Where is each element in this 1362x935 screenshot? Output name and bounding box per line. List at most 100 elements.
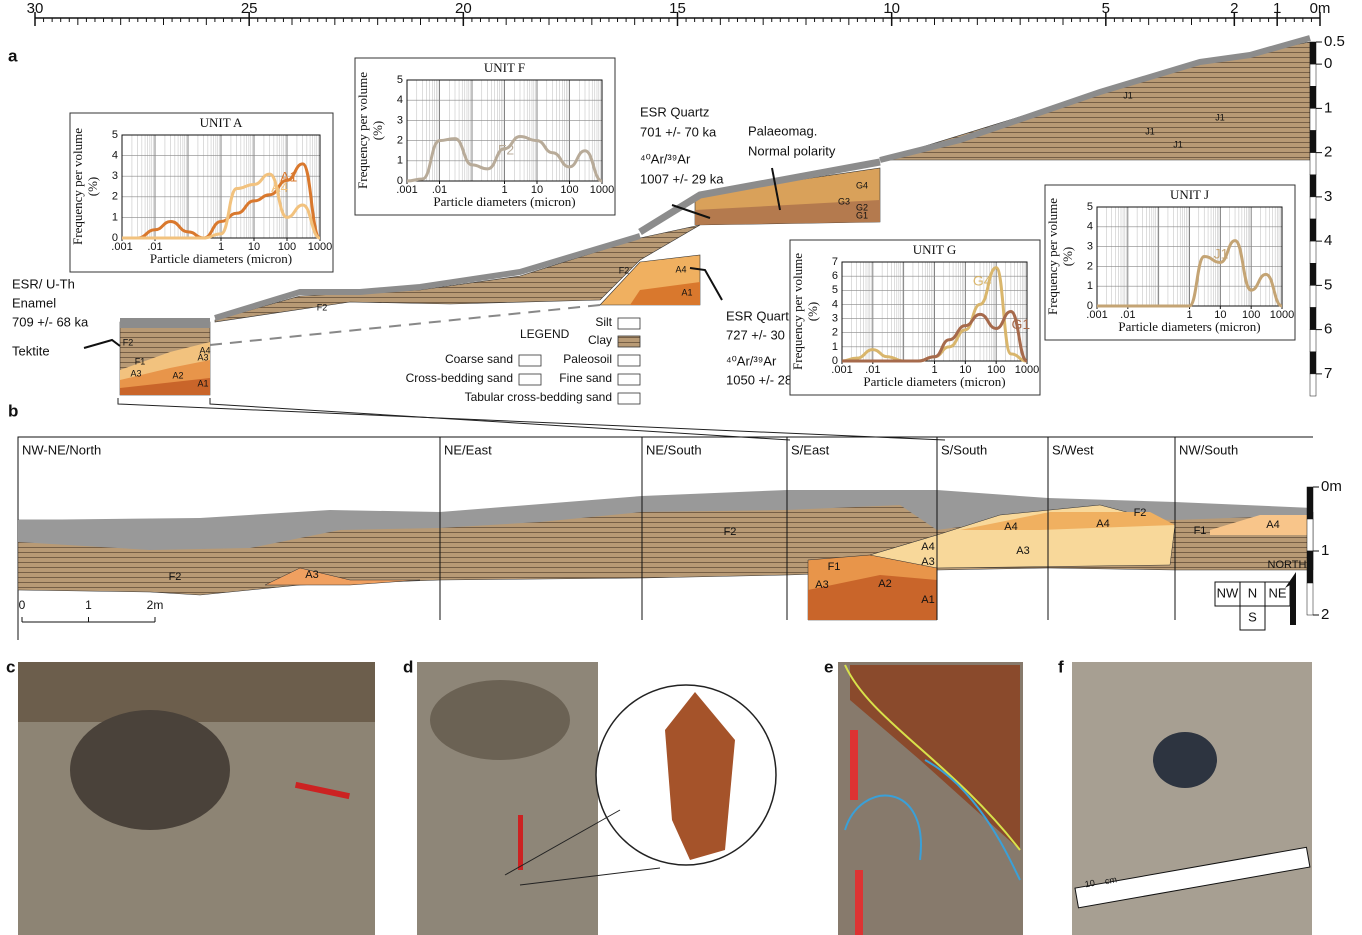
plot-frame	[406, 79, 603, 182]
panel-label: b	[8, 401, 18, 420]
depth-bar	[1309, 351, 1317, 375]
y-tick-label: 3	[397, 114, 403, 126]
x-axis-label: Particle diameters (micron)	[150, 251, 292, 266]
y-axis-label: Frequency per volume	[70, 128, 85, 245]
y-tick-label: 0	[397, 175, 403, 187]
north-arrow	[1285, 572, 1296, 625]
dating: Normal polarity	[748, 143, 836, 158]
chart-title: UNIT F	[484, 60, 525, 75]
dating: ESR/ U-Th	[12, 276, 75, 291]
x-tick-label: .001	[1086, 309, 1107, 321]
depth-bar	[1309, 285, 1317, 308]
compass-label: NE	[1268, 585, 1286, 600]
tick-label: 2	[1324, 144, 1332, 161]
y-tick-label: 5	[832, 284, 838, 296]
layer-label: A4	[1266, 519, 1279, 531]
depth-bar	[1309, 130, 1317, 153]
tick-label: 10	[883, 0, 900, 17]
y-tick-label: 3	[1087, 241, 1093, 253]
y-tick-label: 0	[112, 232, 118, 244]
y-axis-label: Frequency per volume	[355, 72, 370, 189]
y-axis-label: (%)	[85, 177, 100, 197]
dating: 709 +/- 68 ka	[12, 314, 89, 329]
tick-label: 5	[1324, 276, 1332, 293]
x-tick-label: .01	[1120, 309, 1135, 321]
layer-label: A3	[1016, 545, 1029, 557]
x-tick-label: .01	[865, 364, 880, 376]
layer-label: G2	[856, 202, 868, 212]
series-label: G4	[973, 272, 992, 288]
legend-item: Coarse sand	[445, 352, 513, 366]
y-tick-label: 3	[832, 312, 838, 324]
y-tick-label: 2	[1087, 260, 1093, 272]
layer-label: G3	[838, 196, 850, 206]
tick-label: 1	[1273, 0, 1281, 17]
x-tick-label: 1000	[1015, 364, 1039, 376]
y-tick-label: 1	[397, 155, 403, 167]
y-tick-label: 0	[1087, 300, 1093, 312]
dating: ⁴⁰Ar/³⁹Ar	[640, 151, 691, 166]
legend-texts: LEGEND Silt Clay Coarse sand Paleosoil C…	[406, 315, 613, 404]
depth-bar	[1306, 582, 1314, 616]
chart-title: UNIT J	[1170, 187, 1209, 202]
y-tick-label: 4	[397, 94, 403, 106]
legend-item: Fine sand	[559, 371, 612, 385]
layer-label: J1	[1173, 139, 1183, 149]
section-a	[83, 35, 1311, 441]
tick-label: 2	[1230, 0, 1238, 17]
tick-label: 30	[27, 0, 44, 17]
y-tick-label: 2	[832, 327, 838, 339]
panel-label: e	[824, 657, 833, 676]
x-tick-label: 10	[248, 241, 260, 253]
y-tick-label: 4	[832, 298, 838, 310]
x-tick-label: 1000	[590, 184, 614, 196]
y-tick-label: 3	[112, 170, 118, 182]
dating: 727 +/- 30 ka	[726, 327, 803, 342]
compass-north: NORTH	[1268, 559, 1307, 571]
tick-label: 0	[1324, 55, 1332, 72]
panel-label: d	[403, 657, 413, 676]
chart-frame	[69, 112, 334, 273]
layer-label: G4	[856, 180, 868, 190]
series-line	[842, 309, 1028, 363]
tick-label: 0m	[1310, 0, 1331, 17]
depth-bar	[1309, 240, 1317, 264]
compass-label: N	[1248, 585, 1257, 600]
depth-bar	[1309, 218, 1317, 242]
x-tick-label: 10	[1214, 309, 1226, 321]
y-axis-label: (%)	[370, 121, 385, 141]
section-label: NW-NE/North	[22, 442, 101, 457]
compass-label: NW	[1217, 585, 1239, 600]
depth-bar	[1309, 329, 1317, 352]
tick-label: 2m	[147, 598, 164, 612]
layer-label: A1	[681, 287, 692, 297]
layer-label: J1	[1145, 126, 1155, 136]
y-tick-label: 1	[832, 341, 838, 353]
x-tick-label: 10	[959, 364, 971, 376]
depth-bar	[1309, 307, 1317, 330]
legend-item: Tabular cross-bedding sand	[465, 390, 612, 404]
scale-number: 10	[1084, 878, 1096, 890]
section-label: NE/East	[444, 442, 492, 457]
tick-label: 1	[1324, 99, 1332, 116]
y-tick-label: 4	[1087, 221, 1093, 233]
tick-label: 1	[1321, 542, 1329, 559]
dating: 701 +/- 70 ka	[640, 124, 717, 139]
series-line	[121, 162, 322, 240]
y-tick-label: 5	[112, 129, 118, 141]
series-line	[121, 172, 321, 240]
layer-label: F1	[828, 561, 841, 573]
layer-label: A2	[172, 370, 183, 380]
dating: ⁴⁰Ar/³⁹Ar	[726, 353, 777, 368]
dating: ESR Quartz	[640, 104, 709, 119]
depth-bar	[1309, 152, 1317, 175]
layer-label: A1	[197, 378, 208, 388]
y-tick-label: 0	[832, 355, 838, 367]
tick-label: 6	[1324, 321, 1332, 338]
plot-frame	[841, 261, 1028, 362]
tick-label: 7	[1324, 365, 1332, 382]
x-tick-label: 100	[560, 184, 578, 196]
series-label: G1	[1012, 316, 1031, 332]
x-tick-label: .01	[432, 184, 447, 196]
